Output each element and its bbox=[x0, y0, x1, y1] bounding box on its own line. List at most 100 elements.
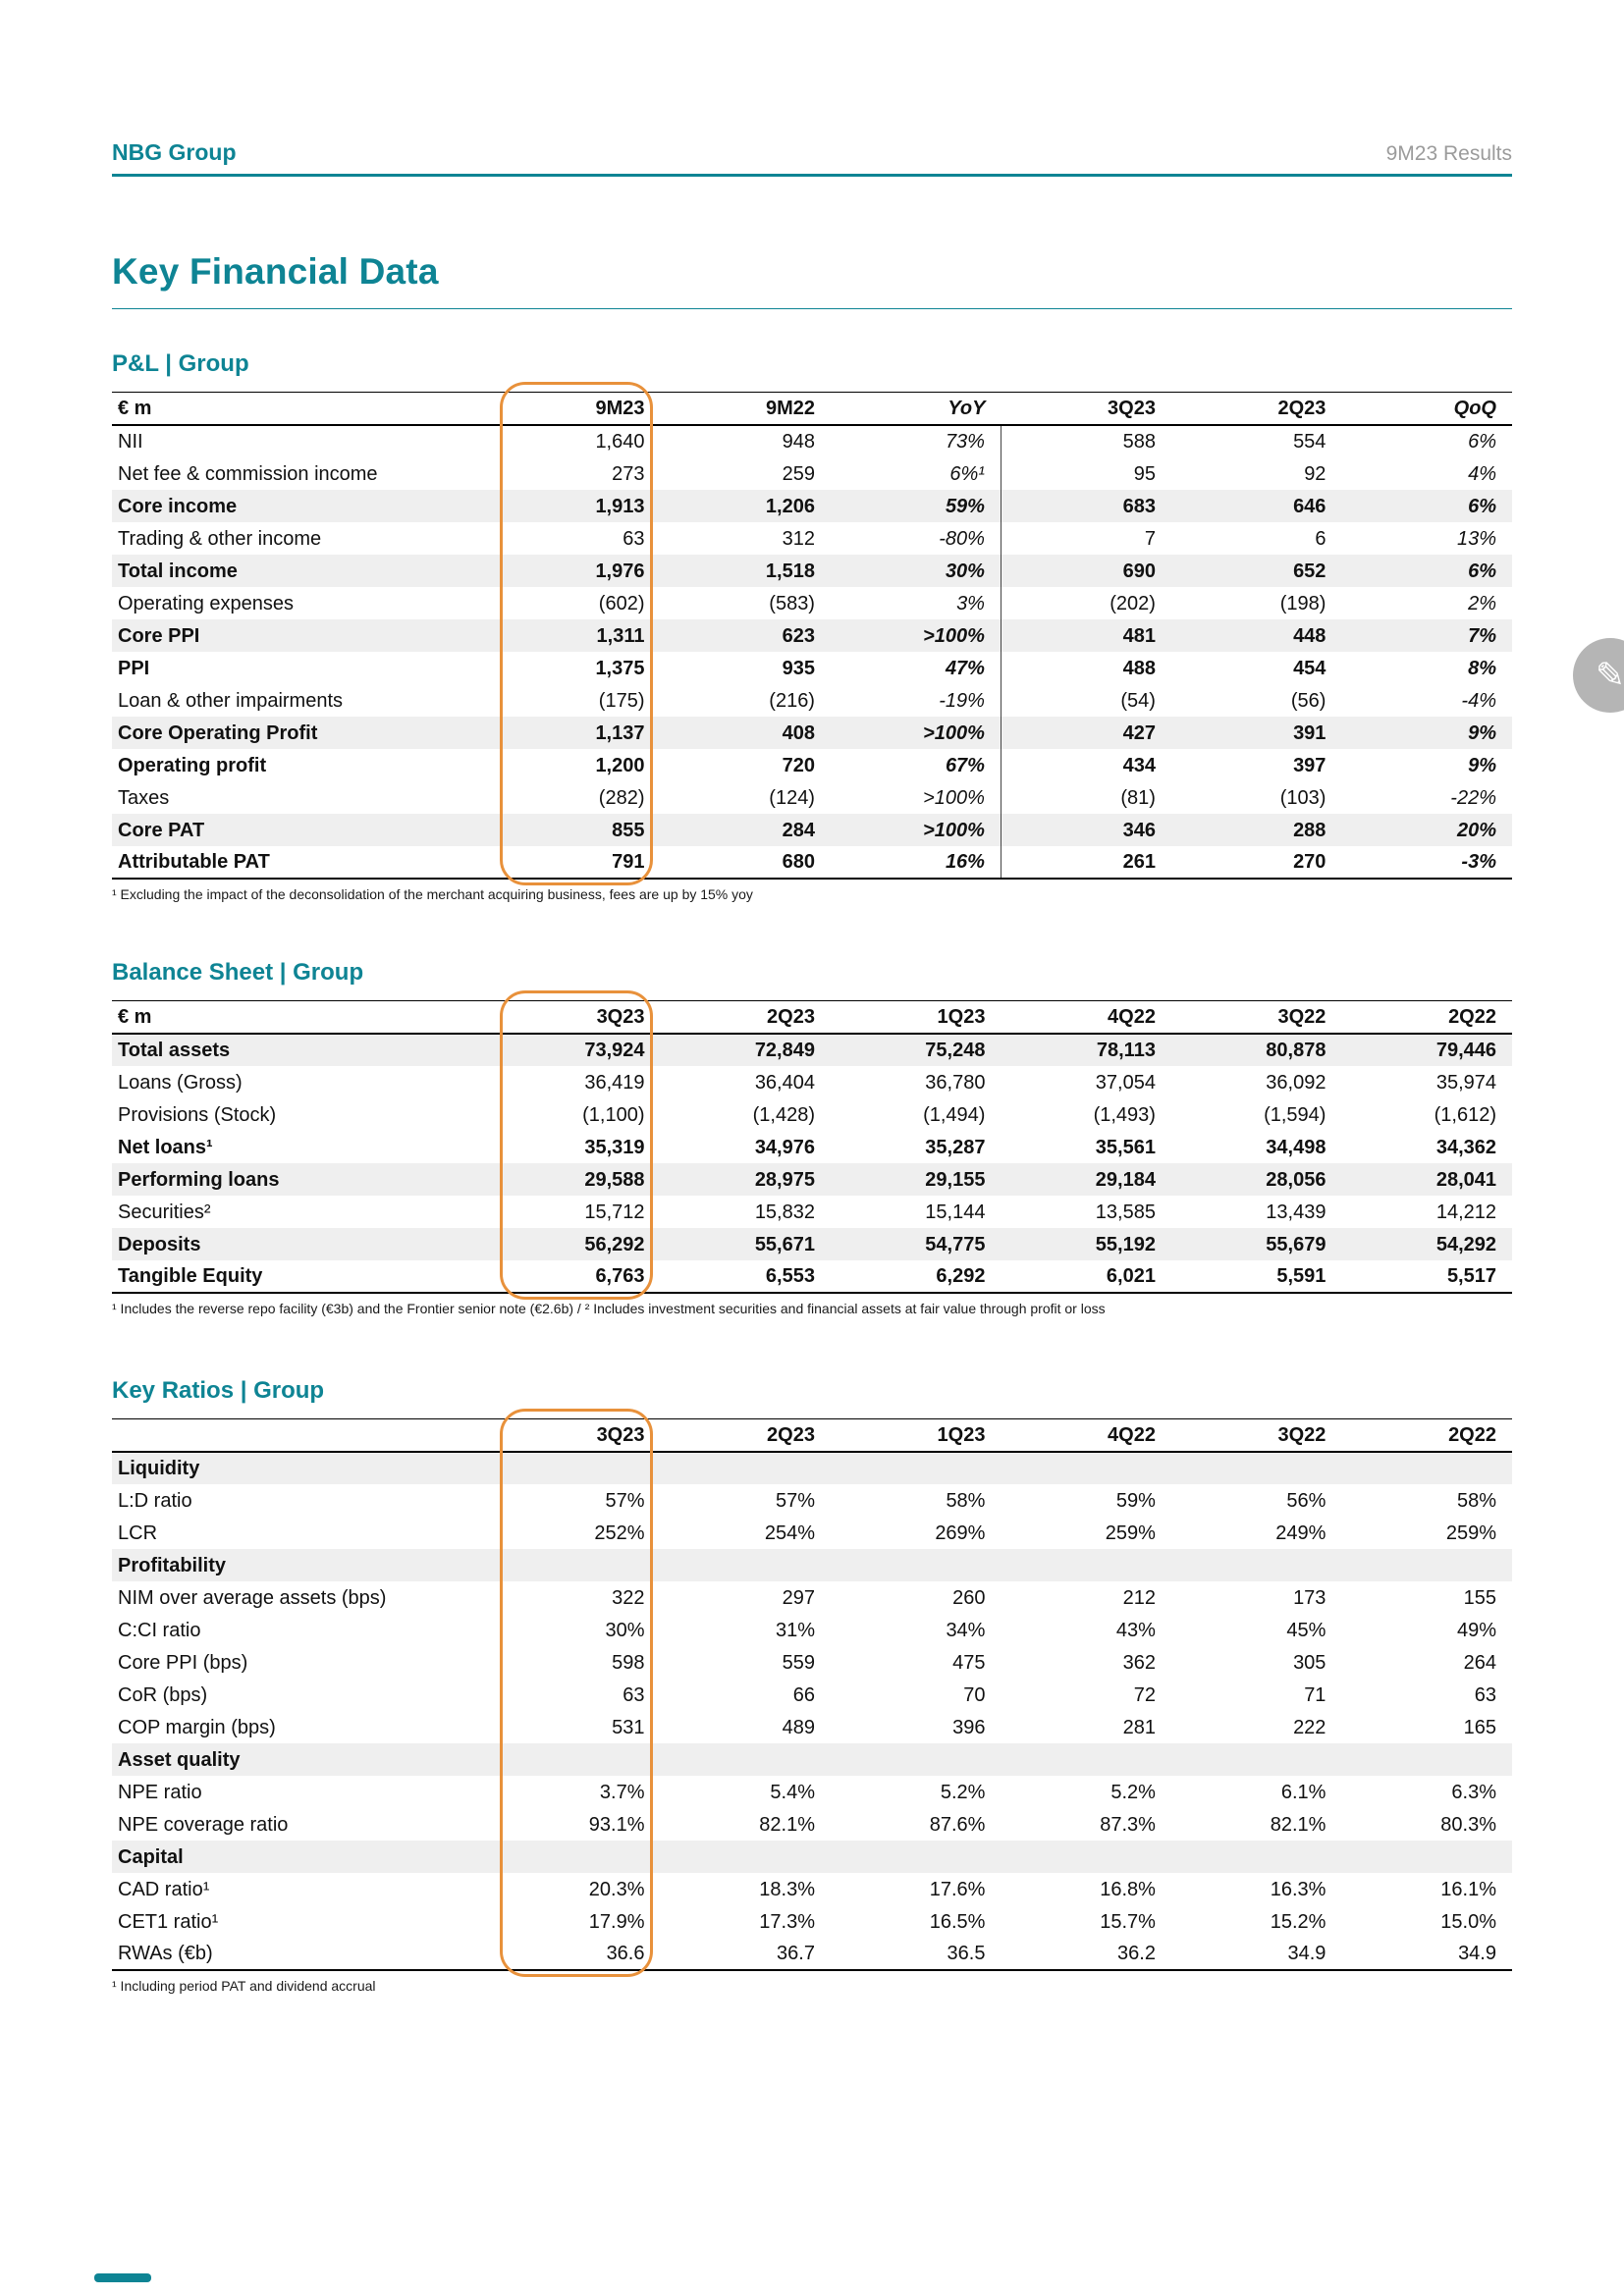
value-cell: 6,763 bbox=[490, 1260, 661, 1294]
value-cell: 28,975 bbox=[754, 1168, 815, 1191]
balance-footnote: ¹ Includes the reverse repo facility (€3… bbox=[112, 1301, 1106, 1316]
value-cell: 35,319 bbox=[584, 1136, 645, 1158]
value-cell: 54,292 bbox=[1435, 1233, 1496, 1255]
table-row: Loans (Gross) 36,419 36,404 36,780 37,054 36,… bbox=[112, 1066, 1512, 1098]
value-cell: 408 bbox=[782, 721, 815, 744]
value-cell: 17.9% bbox=[588, 1910, 645, 1933]
table-row: Core PAT 855 284 >100% 346 288 20% bbox=[112, 814, 1512, 846]
balance-table-wrap: € m 3Q23 2Q23 1Q23 4Q22 3Q22 2Q22 Total assets 7… bbox=[112, 990, 1512, 1300]
value-cell: -22% bbox=[1450, 786, 1496, 809]
table-row: Core Operating Profit 1,137 408 >100% 427 391… bbox=[112, 717, 1512, 749]
pnl-footnote: ¹ Excluding the impact of the deconsolid… bbox=[112, 886, 753, 902]
value-cell: 35,974 bbox=[1435, 1071, 1496, 1094]
value-cell: 20% bbox=[1456, 819, 1496, 841]
ratios-footnote: ¹ Including period PAT and dividend accr… bbox=[112, 1978, 376, 1994]
value-cell: 17.6% bbox=[929, 1878, 986, 1900]
value-cell: 56,292 bbox=[584, 1233, 645, 1255]
value-cell: 346 bbox=[1122, 819, 1156, 841]
value-cell: 155 bbox=[1463, 1586, 1496, 1609]
value-cell: 8% bbox=[1468, 657, 1496, 679]
table-row: Operating expenses (602) (583) 3% (202) (198)… bbox=[112, 587, 1512, 619]
value-cell: 93.1% bbox=[588, 1813, 645, 1836]
value-cell: 448 bbox=[1293, 624, 1326, 647]
document-header: NBG Group 9M23 Results bbox=[112, 0, 1512, 177]
value-cell: 31% bbox=[775, 1619, 815, 1641]
row-label: CET1 ratio¹ bbox=[118, 1910, 219, 1933]
row-label: NPE ratio bbox=[118, 1781, 202, 1803]
value-cell: 87.3% bbox=[1100, 1813, 1156, 1836]
value-cell: 396 bbox=[952, 1716, 986, 1738]
table-row: NPE coverage ratio 93.1% 82.1% 87.6% 87.3% 82… bbox=[112, 1808, 1512, 1841]
table-row: Deposits 56,292 55,671 54,775 55,192 55,679 54… bbox=[112, 1228, 1512, 1260]
value-cell: 30% bbox=[605, 1619, 645, 1641]
value-cell: 70 bbox=[963, 1683, 986, 1706]
value-cell: 173 bbox=[1293, 1586, 1326, 1609]
value-cell: (282) bbox=[598, 786, 645, 809]
table-row: CoR (bps) 63 66 70 72 71 63 bbox=[112, 1679, 1512, 1711]
table-row: Performing loans 29,588 28,975 29,155 29,184… bbox=[112, 1163, 1512, 1196]
value-cell: 6%¹ bbox=[830, 457, 1001, 490]
value-cell: 680 bbox=[660, 846, 831, 880]
section-title-ratios: Key Ratios | Group bbox=[112, 1377, 325, 1404]
row-label: Core PPI (bps) bbox=[118, 1651, 248, 1674]
value-cell: >100% bbox=[830, 781, 1001, 814]
value-cell: 36.7 bbox=[660, 1938, 831, 1971]
value-cell: 6 bbox=[1315, 527, 1326, 550]
value-cell: 57% bbox=[605, 1489, 645, 1512]
column-header: 4Q22 bbox=[1001, 1000, 1171, 1035]
value-cell: 15,832 bbox=[754, 1201, 815, 1223]
value-cell: -19% bbox=[830, 684, 1001, 717]
value-cell: 397 bbox=[1293, 754, 1326, 776]
row-label: Net fee & commission income bbox=[118, 462, 378, 485]
value-cell: 13% bbox=[1456, 527, 1496, 550]
value-cell: 63 bbox=[623, 1683, 645, 1706]
column-header: 2Q23 bbox=[660, 1000, 831, 1035]
value-cell: >100% bbox=[830, 619, 1001, 652]
value-cell: 391 bbox=[1293, 721, 1326, 744]
row-label: Loans (Gross) bbox=[118, 1071, 243, 1094]
row-label: Liquidity bbox=[118, 1458, 200, 1479]
value-cell: 683 bbox=[1122, 495, 1156, 517]
row-label: Net loans¹ bbox=[118, 1136, 213, 1158]
row-label: L:D ratio bbox=[118, 1489, 192, 1512]
value-cell: 1,976 bbox=[595, 560, 645, 582]
value-cell: 284 bbox=[782, 819, 815, 841]
value-cell: 5.2% bbox=[940, 1781, 986, 1803]
value-cell: 322 bbox=[612, 1586, 645, 1609]
value-cell: 6% bbox=[1468, 495, 1496, 517]
row-label: Taxes bbox=[118, 786, 170, 809]
value-cell: 80,878 bbox=[1266, 1040, 1326, 1061]
value-cell: 16% bbox=[830, 846, 1001, 880]
row-label: Profitability bbox=[118, 1554, 227, 1576]
value-cell: 1,200 bbox=[595, 754, 645, 776]
value-cell: 67% bbox=[830, 749, 1001, 781]
row-label: Operating profit bbox=[118, 754, 267, 776]
column-header: 3Q22 bbox=[1170, 1418, 1342, 1453]
column-header: 2Q22 bbox=[1341, 1000, 1512, 1035]
value-cell: 273 bbox=[612, 462, 645, 485]
value-cell: 481 bbox=[1122, 624, 1156, 647]
value-cell: 531 bbox=[612, 1716, 645, 1738]
value-cell: 35,287 bbox=[925, 1136, 986, 1158]
value-cell: 15.2% bbox=[1270, 1910, 1326, 1933]
value-cell: 165 bbox=[1463, 1716, 1496, 1738]
header-row: € m 9M23 9M22 YoY 3Q23 2Q23 QoQ bbox=[112, 392, 1512, 426]
balance-table: € m 3Q23 2Q23 1Q23 4Q22 3Q22 2Q22 Total assets 7… bbox=[112, 1000, 1512, 1294]
row-label: Loan & other impairments bbox=[118, 689, 344, 712]
value-cell: >100% bbox=[830, 717, 1001, 749]
value-cell: 690 bbox=[1122, 560, 1156, 582]
value-cell: 652 bbox=[1293, 560, 1326, 582]
value-cell: 34,362 bbox=[1435, 1136, 1496, 1158]
brand-name: NBG Group bbox=[112, 139, 237, 165]
row-label: Core PAT bbox=[118, 819, 205, 841]
table-row: Loan & other impairments (175) (216) -19% (5… bbox=[112, 684, 1512, 717]
section-key-ratios: Key Ratios | Group 3Q23 2Q23 1Q23 4Q22 3Q22 2… bbox=[112, 1377, 1512, 1994]
column-header: 4Q22 bbox=[1001, 1418, 1171, 1453]
edit-button[interactable]: ✎ bbox=[1573, 638, 1624, 713]
value-cell: -3% bbox=[1341, 846, 1512, 880]
table-row: CET1 ratio¹ 17.9% 17.3% 16.5% 15.7% 15.2% 15.0… bbox=[112, 1905, 1512, 1938]
value-cell: (202) bbox=[1110, 592, 1156, 614]
value-cell: 475 bbox=[952, 1651, 986, 1674]
value-cell: 36,404 bbox=[754, 1071, 815, 1094]
value-cell: 66 bbox=[792, 1683, 815, 1706]
